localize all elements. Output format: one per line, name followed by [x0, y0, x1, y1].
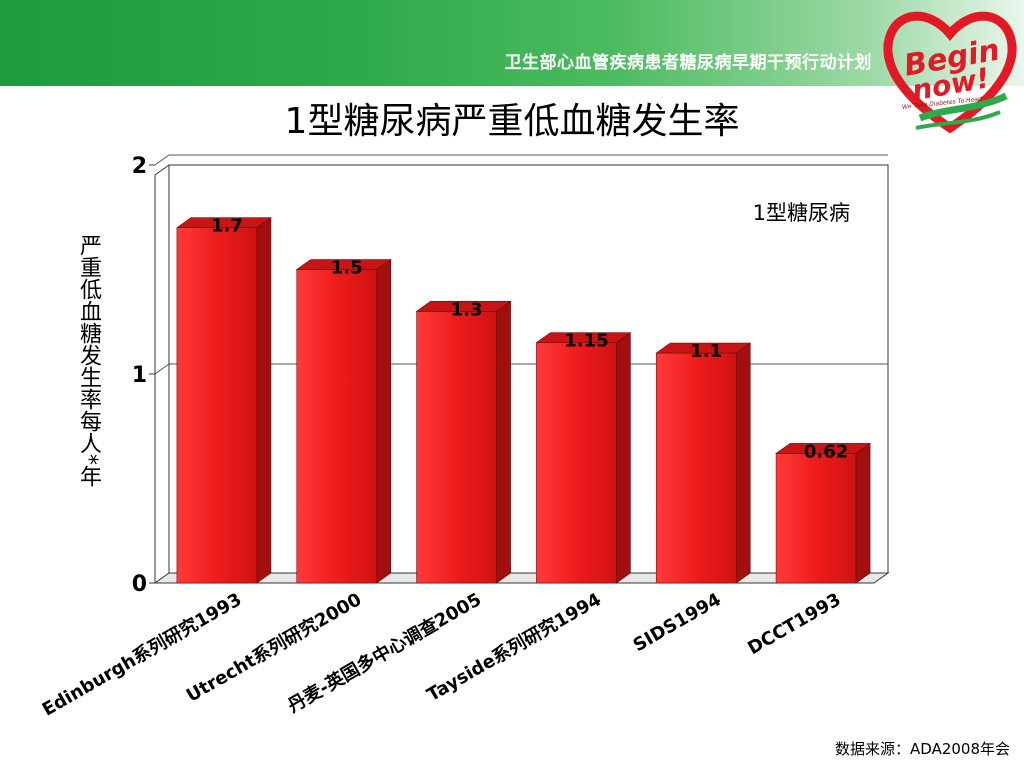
y-tick-label: 0: [132, 572, 147, 597]
slide-title: 1型糖尿病严重低血糖发生率: [284, 101, 740, 142]
bar-side: [496, 300, 511, 584]
bar-side: [735, 342, 751, 584]
bar: [775, 453, 857, 584]
bar-top: [535, 332, 632, 343]
bar-value-label: 1.3: [451, 299, 483, 320]
chart-annotation: 1型糖尿病: [753, 201, 850, 225]
bar-value-label: 1.1: [690, 341, 722, 362]
bar: [536, 342, 617, 584]
bar-top: [295, 259, 392, 270]
bar-top: [655, 342, 752, 354]
bar-top: [175, 217, 272, 228]
y-axis-top-edge: [154, 164, 170, 176]
bar-top: [415, 300, 512, 312]
x-category-label: Edinburgh系列研究1993: [38, 588, 245, 720]
bar-value-label: 1.5: [331, 258, 363, 279]
bar-side: [616, 332, 631, 584]
heart-hands-logo-icon: Begin now! We Take Diabetes To Heart: [883, 11, 1017, 134]
header-banner: 卫生部心血管疾病患者糖尿病早期干预行动计划: [0, 0, 1024, 86]
bar-side: [256, 217, 272, 584]
gridline-side: [154, 154, 170, 166]
bar-value-label: 1.15: [564, 331, 608, 352]
bar: [296, 269, 378, 584]
chart-back-wall: [168, 164, 889, 574]
source-note: 数据来源：ADA2008年会: [835, 740, 1010, 758]
bar-top: [775, 443, 872, 454]
bar: [176, 227, 258, 584]
y-tick-label: 2: [132, 154, 147, 179]
y-tick-label: 1: [132, 363, 147, 388]
x-category-label: DCCT1993: [744, 589, 844, 659]
bar-side: [376, 258, 392, 584]
banner-title: 卫生部心血管疾病患者糖尿病早期干预行动计划: [504, 53, 872, 73]
bar-side: [855, 442, 871, 584]
bar-value-label: 1.7: [211, 216, 243, 237]
bar-value-label: 0.62: [804, 441, 848, 462]
y-axis-label: 严重低血糖发生率每人*年: [76, 234, 101, 487]
gridline-side: [154, 363, 170, 375]
x-category-label: 丹麦-英国多中心调查2005: [284, 588, 485, 717]
bar: [416, 310, 497, 584]
bar: [655, 352, 737, 584]
x-category-label: SIDS1994: [630, 589, 725, 656]
